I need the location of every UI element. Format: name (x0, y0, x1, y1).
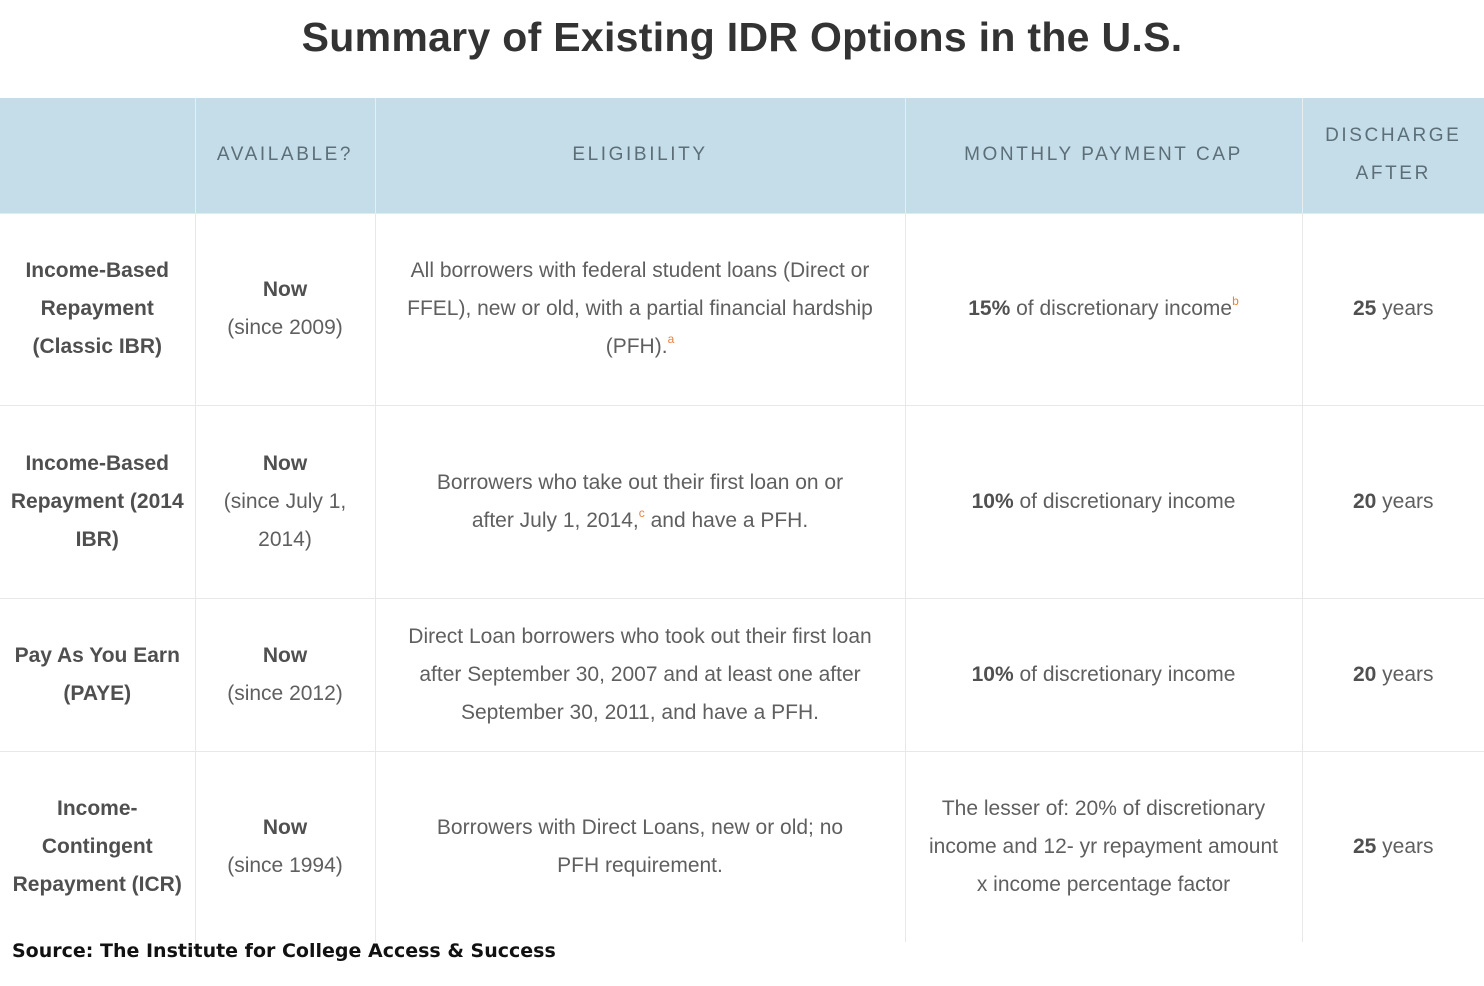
page-title: Summary of Existing IDR Options in the U… (301, 14, 1183, 60)
table-row: Income-Based Repayment (Classic IBR) Now… (0, 213, 1484, 405)
eligibility-cell: Borrowers who take out their first loan … (374, 405, 905, 598)
eligibility-text: All borrowers with federal student loans… (407, 259, 873, 358)
eligibility-text: Borrowers who take out their first loan … (436, 470, 844, 532)
eligibility-cell: Direct Loan borrowers who took out their… (374, 598, 905, 751)
footnote-marker: a (667, 332, 675, 346)
discharge-cell: 20 years (1301, 598, 1484, 751)
payment-cap-percent: 15% (968, 297, 1011, 320)
available-status: Now (262, 451, 308, 475)
eligibility-text: Direct Loan borrowers who took out their… (408, 624, 872, 724)
available-cell: Now (since 1994) (194, 751, 375, 942)
plan-name: Income-Based Repayment (2014 IBR) (10, 451, 184, 551)
discharge-cell: 25 years (1301, 213, 1484, 405)
eligibility-text-tail: and have a PFH. (644, 508, 809, 532)
discharge-cell: 25 years (1301, 751, 1484, 942)
eligibility-cell: Borrowers with Direct Loans, new or old;… (374, 751, 905, 942)
available-since: (since 2012) (227, 681, 343, 705)
payment-cap-cell: The lesser of: 20% of discretionary inco… (904, 751, 1302, 942)
available-cell: Now (since 2012) (194, 598, 375, 751)
discharge-unit: years (1382, 489, 1434, 513)
discharge-years: 25 (1352, 834, 1377, 858)
discharge-unit: years (1382, 297, 1434, 320)
table-header-row: AVAILABLE? ELIGIBILITY MONTHLY PAYMENT C… (0, 98, 1484, 213)
available-cell: Now (since July 1, 2014) (194, 405, 375, 598)
available-cell: Now (since 2009) (194, 213, 375, 405)
table-row: Pay As You Earn (PAYE) Now (since 2012) … (0, 598, 1484, 751)
payment-cap-text: of discretionary income (1019, 489, 1236, 513)
payment-cap-text: of discretionary income (1019, 662, 1236, 686)
discharge-years: 20 (1352, 489, 1377, 513)
column-header-available: AVAILABLE? (194, 98, 375, 213)
discharge-years: 25 (1352, 297, 1377, 320)
payment-cap-cell: 10% of discretionary income (904, 598, 1302, 751)
payment-cap-text: The lesser of: 20% of discretionary inco… (928, 796, 1278, 896)
column-header-eligibility: ELIGIBILITY (374, 98, 905, 213)
available-status: Now (262, 278, 308, 301)
plan-name: Income-Contingent Repayment (ICR) (12, 796, 182, 896)
eligibility-cell: All borrowers with federal student loans… (374, 213, 905, 405)
available-since: (since 2009) (227, 316, 343, 339)
available-since: (since 1994) (227, 853, 343, 877)
payment-cap-percent: 10% (971, 662, 1014, 686)
plan-name: Pay As You Earn (PAYE) (14, 643, 180, 705)
source-citation: Source: The Institute for College Access… (12, 940, 556, 962)
payment-cap-cell: 15% of discretionary incomeb (904, 213, 1302, 405)
available-status: Now (262, 815, 308, 839)
discharge-unit: years (1382, 834, 1434, 858)
idr-options-table: AVAILABLE? ELIGIBILITY MONTHLY PAYMENT C… (0, 98, 1484, 942)
footnote-marker: b (1232, 294, 1239, 308)
table-row: Income-Contingent Repayment (ICR) Now (s… (0, 751, 1484, 942)
table-row: Income-Based Repayment (2014 IBR) Now (s… (0, 405, 1484, 598)
column-header-discharge: DISCHARGE AFTER (1301, 98, 1484, 213)
payment-cap-percent: 10% (971, 489, 1014, 513)
payment-cap-cell: 10% of discretionary income (904, 405, 1302, 598)
available-since: (since July 1, 2014) (223, 489, 347, 551)
payment-cap-text: of discretionary income (1016, 297, 1233, 320)
column-header-payment-cap: MONTHLY PAYMENT CAP (904, 98, 1302, 213)
discharge-years: 20 (1352, 662, 1377, 686)
available-status: Now (262, 643, 308, 667)
plan-name: Income-Based Repayment (Classic IBR) (25, 259, 170, 358)
footnote-marker: c (638, 505, 645, 520)
discharge-unit: years (1382, 662, 1434, 686)
column-header-plan (0, 98, 195, 213)
eligibility-text: Borrowers with Direct Loans, new or old;… (436, 815, 844, 877)
discharge-cell: 20 years (1301, 405, 1484, 598)
